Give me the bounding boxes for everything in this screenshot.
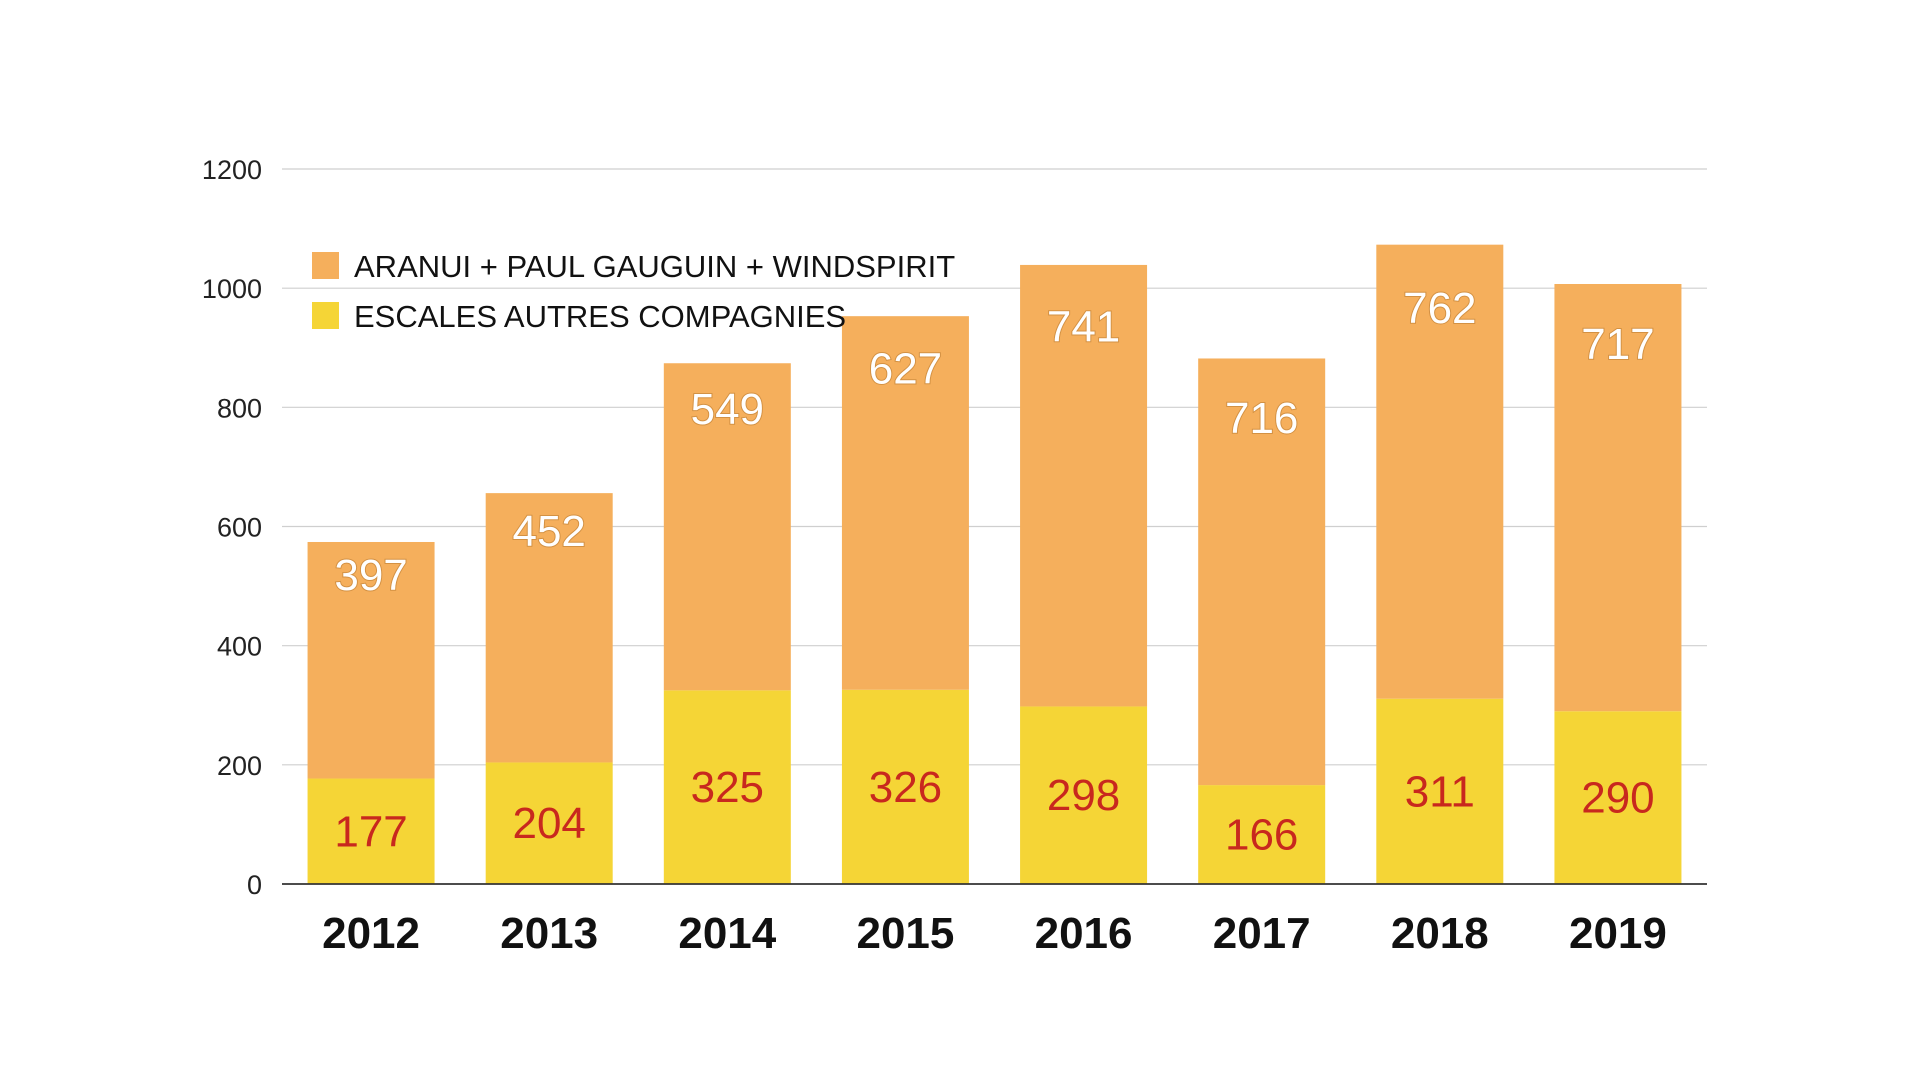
bar-2014-series-0: [663, 690, 791, 884]
x-tick-label-2014: 2014: [678, 909, 776, 958]
data-label-2013-series-0: 204: [512, 799, 585, 848]
bar-2012-series-1: [307, 541, 435, 779]
bar-2016-series-1: [1020, 264, 1148, 707]
data-label-2012-series-0: 177: [334, 807, 407, 856]
bar-2017-series-0: [1198, 785, 1326, 884]
x-axis: 2012 2013 2014 2015 2016 2017 2018 2019: [282, 883, 1707, 958]
data-label-2017-series-0: 166: [1225, 811, 1298, 860]
bar-2012-series-0: [307, 778, 435, 884]
bar-2015-series-1: [841, 316, 969, 690]
y-tick-label-600: 600: [217, 513, 262, 543]
x-tick-label-2016: 2016: [1035, 909, 1133, 958]
x-tick-label-2012: 2012: [322, 909, 420, 958]
y-axis: 0 200 400 600 800 1000 1200: [202, 155, 262, 900]
data-label-2018-series-1: 762: [1403, 284, 1476, 333]
data-label-2018-series-0: 311: [1405, 767, 1475, 816]
y-tick-label-800: 800: [217, 393, 262, 423]
bar-2017-series-1: [1198, 358, 1326, 786]
data-label-2013-series-1: 452: [512, 507, 585, 556]
legend-label-0: ARANUI + PAUL GAUGUIN + WINDSPIRIT: [354, 249, 955, 284]
x-tick-label-2013: 2013: [500, 909, 598, 958]
data-label-2016-series-0: 298: [1047, 771, 1120, 820]
legend-swatch-1: [312, 302, 339, 329]
data-label-2019-series-1: 717: [1581, 320, 1654, 369]
bar-2019-series-0: [1554, 711, 1682, 884]
x-tick-label-2019: 2019: [1569, 909, 1667, 958]
y-tick-label-0: 0: [247, 870, 262, 900]
y-tick-label-200: 200: [217, 751, 262, 781]
bar-2013-series-1: [485, 493, 613, 763]
data-label-2012-series-1: 397: [334, 551, 407, 600]
data-label-2015-series-0: 326: [869, 763, 942, 812]
data-label-2019-series-0: 290: [1581, 774, 1654, 823]
y-tick-label-400: 400: [217, 632, 262, 662]
data-label-2014-series-1: 549: [691, 385, 764, 434]
data-label-2015-series-1: 627: [869, 344, 942, 393]
data-label-2016-series-1: 741: [1047, 303, 1120, 352]
bars: 177 397 204 452 325 549 326 627 298 741 166 716 311 7…: [307, 244, 1682, 884]
y-tick-label-1200: 1200: [202, 155, 262, 185]
bar-2016-series-0: [1020, 706, 1148, 884]
data-label-2017-series-1: 716: [1225, 394, 1298, 443]
bar-2014-series-1: [663, 363, 791, 691]
y-tick-label-1000: 1000: [202, 274, 262, 304]
x-tick-label-2017: 2017: [1213, 909, 1311, 958]
bar-2018-series-0: [1376, 698, 1504, 884]
bar-2013-series-0: [485, 762, 613, 884]
data-label-2014-series-0: 325: [691, 763, 764, 812]
x-tick-label-2018: 2018: [1391, 909, 1489, 958]
legend-swatch-0: [312, 252, 339, 279]
bar-2019-series-1: [1554, 283, 1682, 712]
bar-2015-series-0: [841, 689, 969, 884]
x-tick-label-2015: 2015: [856, 909, 954, 958]
legend: ARANUI + PAUL GAUGUIN + WINDSPIRIT ESCALE…: [312, 249, 955, 334]
bar-2018-series-1: [1376, 244, 1504, 699]
legend-label-1: ESCALES AUTRES COMPAGNIES: [354, 299, 846, 334]
